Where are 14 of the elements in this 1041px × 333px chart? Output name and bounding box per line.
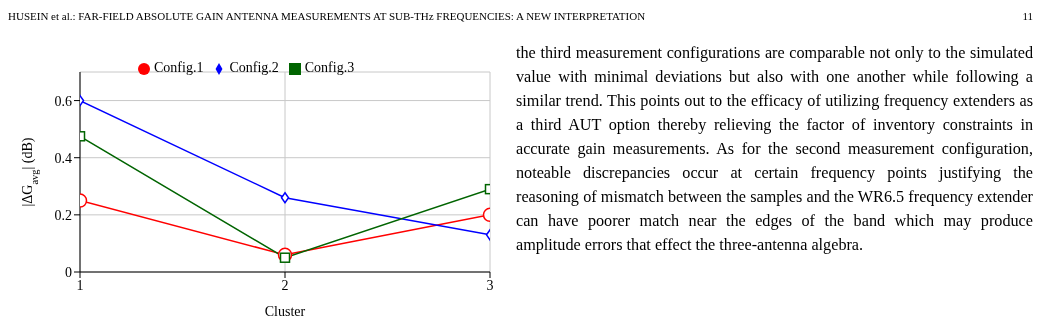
text: 11: [1022, 10, 1033, 22]
legend-label: Config.1: [154, 60, 204, 75]
x-tick-label: 3: [486, 277, 494, 293]
x-tick-label: 2: [281, 277, 289, 293]
x-axis-title: Cluster: [264, 304, 306, 319]
y-tick-label: 0.2: [54, 207, 72, 223]
legend-label: Config.2: [229, 60, 279, 75]
legend-label: Config.3: [304, 60, 355, 75]
y-tick-label: 0.4: [54, 150, 72, 166]
x-tick-label: 1: [76, 277, 84, 293]
text: the third measurement configurations are comparable not only to the simulated value with minimal deviations but also with one another while following a similar trend. This points out to the efficacy of utilizing frequency extenders as a third AUT option thereby relieving the factor of inventory constraints in accurate gain measurements. As for the second measurement configuration, noteable discrepancies occur at certain frequency points justifying the reasoning of mismatch between the samples and the WR6.5 frequency extender can have poorer match near the edges of the band which may produce amplitude errors that effect the three-antenna algebra.: [516, 44, 1033, 254]
y-tick-label: 0.6: [54, 93, 72, 109]
text: HUSEIN et al.: FAR-FIELD ABSOLUTE GAIN ANTENNA MEASUREMENTS AT SUB-THz FREQUENCIES: A NEW INTERPRETATION: [8, 10, 646, 22]
y-tick-label: 0: [65, 264, 72, 280]
